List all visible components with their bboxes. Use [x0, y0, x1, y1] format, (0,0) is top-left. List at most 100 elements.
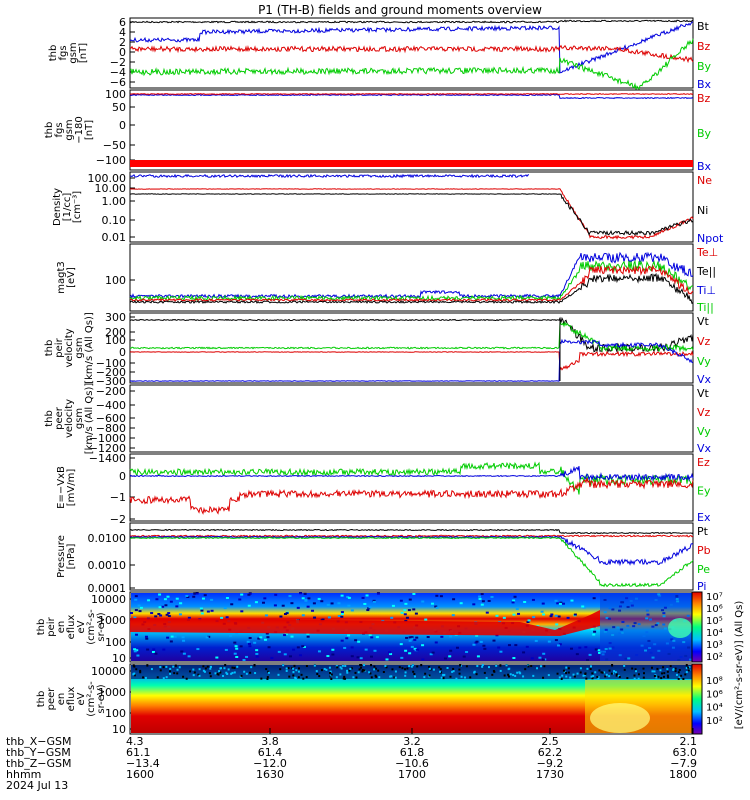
panel-frame	[129, 89, 694, 171]
spectrogram-pixel	[337, 614, 341, 617]
spectrogram-pixel	[219, 671, 222, 674]
spectrogram-pixel	[391, 668, 394, 671]
legend-entry: Vt	[697, 315, 710, 328]
spectrogram-pixel	[273, 604, 277, 607]
spectrogram-pixel	[558, 676, 561, 679]
y-axis-label: thbpeirvelocitygsm[km/s (All Qs)]	[44, 312, 95, 384]
spectrogram-pixel	[274, 593, 278, 596]
spectrogram-pixel	[388, 651, 392, 654]
spectrogram-pixel	[298, 667, 301, 670]
spectrogram-pixel	[394, 670, 397, 673]
series-bz	[129, 92, 694, 96]
spectrogram-pixel	[626, 677, 629, 680]
spectrogram-pixel	[408, 665, 411, 668]
spectrogram-pixel	[584, 672, 587, 675]
spectrogram-pixel	[329, 671, 332, 674]
legend-entry: Pe	[697, 563, 710, 576]
spectrogram-pixel	[135, 668, 138, 671]
spectrogram-pixel	[330, 602, 334, 605]
spectrogram-pixel	[556, 644, 560, 647]
spectrogram-pixel	[412, 592, 416, 595]
spectrogram-pixel	[166, 636, 170, 639]
spectrogram-pixel	[154, 652, 158, 655]
spectrogram-pixel	[530, 657, 534, 660]
legend-entry: Ez	[697, 456, 710, 469]
y-tick-label: 200	[105, 326, 126, 339]
spectrogram-pixel	[215, 656, 219, 659]
series-bt	[129, 19, 694, 24]
y-tick-label: 100	[105, 707, 126, 720]
spectrogram-pixel	[583, 674, 586, 677]
series-ey	[129, 461, 694, 495]
y-axis-label-line: sr-eV)	[96, 612, 107, 641]
spectrogram-pixel	[285, 612, 289, 615]
spectrogram-pixel	[538, 656, 542, 659]
spectrogram-pixel	[340, 639, 344, 642]
spectrogram-pixel	[680, 674, 683, 677]
spectrogram-pixel	[220, 616, 224, 619]
spectrogram-pixel	[442, 674, 445, 677]
series-vy	[130, 320, 694, 353]
spectrogram-pixel	[688, 666, 691, 669]
spectrogram-pixel	[405, 616, 409, 619]
spectrogram-pixel	[382, 671, 385, 674]
panel-frame	[129, 453, 694, 522]
spectrogram-pixel	[245, 655, 249, 658]
spectrogram-pixel	[666, 674, 669, 677]
spectrogram-pixel	[357, 640, 361, 643]
y-tick-label: −300	[96, 375, 126, 388]
spectrogram-pixel	[412, 608, 416, 611]
spectrogram-pixel	[167, 612, 171, 615]
spectrogram-pixel	[589, 668, 592, 671]
spectrogram-pixel	[465, 650, 469, 653]
y-axis-label: E=−VxB[mV/m]	[56, 466, 77, 509]
spectrogram-pixel	[331, 653, 335, 656]
y-tick-label: −2	[110, 513, 126, 526]
spectrogram-pixel	[156, 676, 159, 679]
spectrogram-pixel	[403, 613, 407, 616]
spectrogram-pixel	[642, 667, 645, 670]
y-axis-label-line: thb	[44, 122, 55, 139]
spectrogram-pixel	[547, 674, 550, 677]
spectrogram-pixel	[165, 665, 168, 668]
spectrogram-pixel	[429, 653, 433, 656]
spectrogram-pixel	[490, 595, 494, 598]
panel-frame	[129, 171, 694, 243]
legend-entry: Ne	[697, 174, 712, 187]
spectrogram-pixel	[480, 593, 484, 596]
spectrogram-pixel	[674, 670, 677, 673]
y-tick-label: 10	[112, 723, 126, 736]
spectrogram-pixel	[650, 666, 653, 669]
spectrogram-pixel	[225, 597, 229, 600]
spectrogram-pixel	[391, 604, 395, 607]
spectrogram-pixel	[400, 656, 404, 659]
y-tick-label: −6	[110, 76, 126, 89]
y-tick-label: 0.0001	[88, 582, 127, 595]
spectrogram-pixel	[567, 667, 570, 670]
y-axis-label-line: fgs	[54, 122, 65, 137]
legend-entry: Vy	[697, 355, 711, 368]
spectrogram-pixel	[340, 611, 344, 614]
spectrogram-pixel	[182, 675, 185, 678]
spectrogram-pixel	[326, 603, 330, 606]
spectrogram-pixel	[313, 616, 317, 619]
spectrogram-pixel	[608, 675, 611, 678]
spectrogram-pixel	[532, 674, 535, 677]
y-tick-label: 10000	[91, 665, 126, 678]
spectrogram-pixel	[432, 668, 435, 671]
panel-frame	[129, 522, 694, 591]
spectrogram-pixel	[198, 674, 201, 677]
spectrogram-pixel	[687, 669, 690, 672]
spectrogram-pixel	[300, 673, 303, 676]
spectrogram-pixel	[603, 671, 606, 674]
spectrogram-pixel	[374, 674, 377, 677]
spectrogram-pixel	[405, 636, 409, 639]
spectrogram-pixel	[175, 597, 179, 600]
spectrogram-pixel	[633, 677, 636, 680]
spectrogram-pixel	[634, 668, 637, 671]
spectrogram-pixel	[350, 655, 354, 658]
figure-title: P1 (TH-B) fields and ground moments over…	[258, 3, 542, 17]
spectrogram-pixel	[479, 640, 483, 643]
spectrogram-pixel	[597, 677, 600, 680]
spectrogram-pixel	[493, 670, 496, 673]
